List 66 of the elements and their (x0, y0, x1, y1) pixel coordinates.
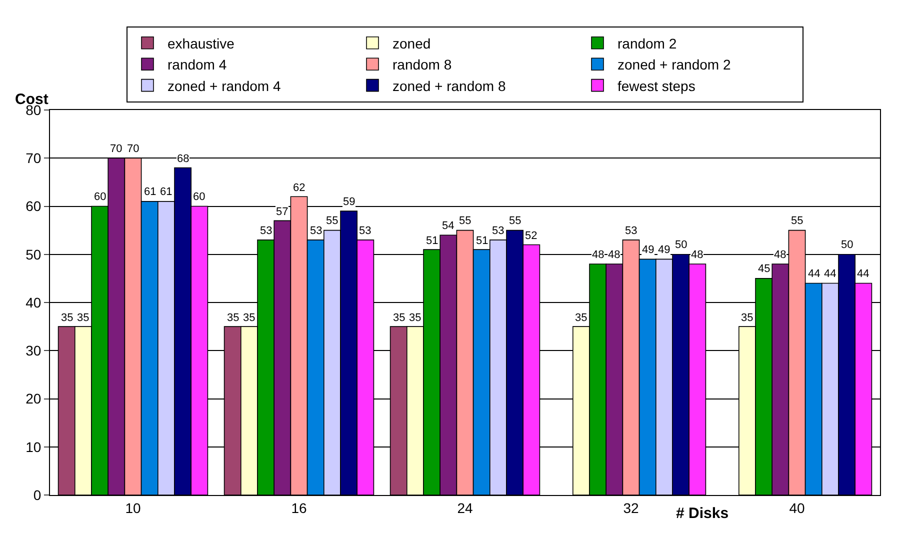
data-label: 50 (675, 239, 688, 251)
x-tick-label: 32 (623, 500, 639, 516)
x-axis-title: # Disks (676, 505, 729, 522)
data-label: 53 (625, 225, 638, 237)
data-label: 53 (359, 225, 372, 237)
data-label: 60 (193, 191, 206, 203)
data-label: 70 (110, 143, 122, 155)
data-label: 49 (658, 244, 670, 256)
x-tick-label: 40 (789, 500, 805, 516)
data-label: 35 (575, 312, 588, 324)
data-label: 45 (758, 263, 770, 275)
data-label: 55 (509, 215, 522, 227)
y-tick-label: 50 (26, 246, 42, 262)
legend-label: fewest steps (618, 78, 696, 94)
data-label: 68 (177, 153, 190, 165)
data-label: 60 (94, 191, 106, 203)
x-tick-label: 10 (125, 500, 141, 516)
x-tick-label: 16 (291, 500, 307, 516)
data-label: 61 (160, 186, 172, 198)
y-tick-label: 70 (26, 150, 42, 166)
legend-label: exhaustive (168, 35, 235, 52)
x-tick-label: 24 (457, 500, 473, 516)
data-label: 53 (492, 225, 504, 237)
y-tick-label: 30 (26, 342, 42, 359)
data-label: 50 (841, 239, 854, 251)
data-label: 35 (243, 312, 256, 324)
data-label: 48 (608, 249, 620, 261)
data-label: 35 (61, 312, 74, 324)
data-label: 35 (741, 312, 754, 324)
data-label: 44 (824, 268, 836, 280)
legend-label: random 8 (392, 56, 452, 73)
data-label: 52 (525, 230, 538, 242)
data-label: 51 (426, 235, 438, 247)
data-label: 54 (442, 220, 454, 232)
legend-label: zoned (392, 35, 431, 52)
data-label: 35 (409, 312, 422, 324)
y-tick-label: 0 (33, 486, 42, 503)
data-label: 53 (310, 225, 322, 237)
data-label: 53 (260, 225, 272, 237)
y-tick-label: 20 (26, 390, 42, 407)
data-label: 44 (857, 268, 870, 280)
data-label: 44 (808, 268, 820, 280)
legend-label: random 4 (168, 56, 227, 73)
y-tick-label: 60 (26, 198, 42, 214)
data-label: 35 (77, 312, 90, 324)
data-label: 48 (774, 249, 786, 261)
data-label: 55 (791, 215, 804, 227)
legend-label: zoned + random 4 (168, 78, 281, 94)
data-label: 57 (276, 206, 288, 218)
data-label: 62 (293, 182, 306, 194)
data-label: 59 (343, 196, 356, 208)
data-label: 35 (227, 312, 240, 324)
data-label: 35 (393, 312, 406, 324)
y-tick-label: 10 (26, 438, 42, 455)
data-label: 55 (326, 215, 338, 227)
data-label: 61 (144, 186, 156, 198)
data-label: 51 (476, 235, 488, 247)
data-label: 48 (691, 249, 704, 261)
data-label: 70 (127, 143, 140, 155)
legend-label: zoned + random 8 (392, 78, 506, 94)
legend-label: zoned + random 2 (618, 56, 731, 73)
y-tick-label: 40 (26, 294, 42, 310)
legend-label: random 2 (618, 35, 677, 52)
data-label: 48 (592, 249, 604, 261)
data-label: 55 (459, 215, 472, 227)
data-label: 49 (642, 244, 654, 256)
